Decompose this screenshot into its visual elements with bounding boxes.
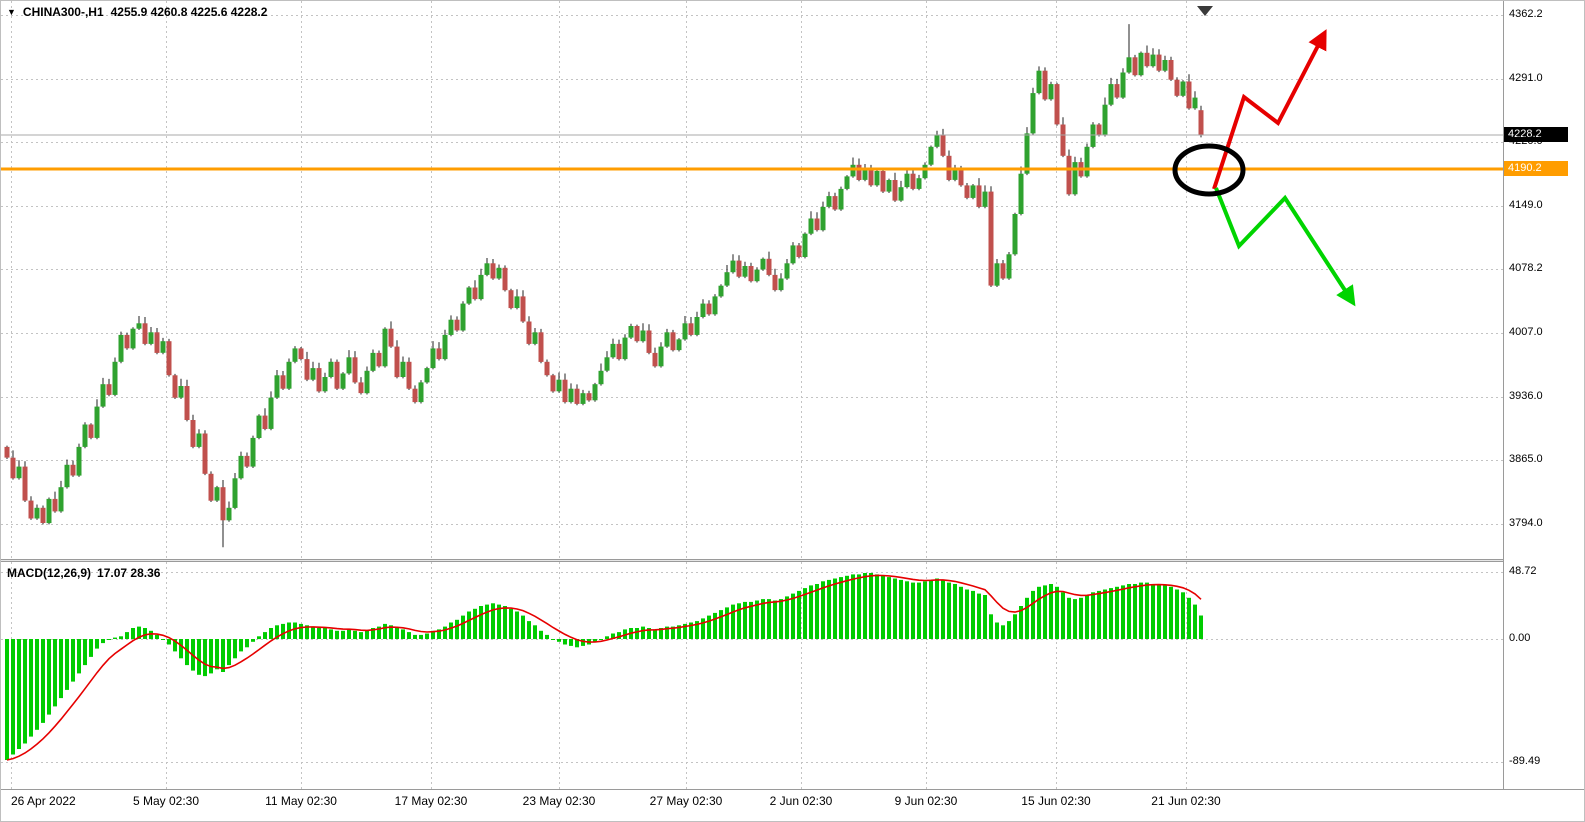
- price-chart-pane[interactable]: [1, 1, 1503, 559]
- macd-indicator-pane[interactable]: [1, 562, 1503, 789]
- time-axis-label: 26 Apr 2022: [11, 794, 76, 808]
- time-axis-label: 2 Jun 02:30: [769, 794, 833, 808]
- macd-signal-line: [6, 574, 1202, 761]
- price-tick-label: 4220.0: [1509, 135, 1543, 148]
- macd-canvas[interactable]: [1, 562, 1503, 789]
- candle-wicks: [6, 24, 1202, 548]
- red-arrow-annotation[interactable]: [1212, 29, 1327, 190]
- price-tick-label: 3865.0: [1509, 453, 1543, 466]
- price-tick-label: 3936.0: [1509, 389, 1543, 402]
- price-tick-label: 4078.2: [1509, 262, 1543, 275]
- chart-header: ▼ CHINA300-,H1 4255.9 4260.8 4225.6 4228…: [7, 5, 267, 19]
- time-axis-label: 23 May 02:30: [522, 794, 596, 808]
- macd-tick-label: 48.72: [1509, 565, 1537, 577]
- time-axis-label: 11 May 02:30: [265, 794, 337, 808]
- time-axis-label: 5 May 02:30: [132, 794, 200, 808]
- hline-price-badge: 4190.2: [1504, 161, 1568, 177]
- chart-shift-marker-icon[interactable]: [1197, 6, 1213, 16]
- price-tick-label: 4362.2: [1509, 8, 1543, 20]
- price-tick-label: 4291.0: [1509, 71, 1543, 84]
- macd-grid: [1, 562, 1503, 789]
- price-tick-label: 4149.0: [1509, 198, 1543, 211]
- symbol-timeframe-label: CHINA300-,H1: [22, 5, 104, 19]
- pane-splitter[interactable]: [1, 559, 1584, 562]
- green-arrow-annotation[interactable]: [1214, 187, 1356, 307]
- macd-values-label: 17.07 28.36: [97, 566, 161, 580]
- time-axis-label: 15 Jun 02:30: [1021, 794, 1091, 808]
- time-axis-label: 17 May 02:30: [394, 794, 468, 808]
- time-axis-label: 27 May 02:30: [649, 794, 723, 808]
- highlight-ellipse-annotation[interactable]: [1172, 143, 1246, 197]
- symbol-dropdown-icon[interactable]: ▼: [7, 7, 16, 17]
- macd-name-label: MACD(12,26,9): [7, 566, 92, 580]
- price-scale[interactable]: 4228.2 4190.2 4362.2 4291.0 4220.0 4149.0 40…: [1503, 1, 1584, 789]
- ohlc-values-label: 4255.9 4260.8 4225.6 4228.2: [110, 5, 268, 19]
- macd-histogram: [5, 573, 1203, 760]
- price-chart-canvas[interactable]: [1, 1, 1503, 559]
- time-axis-separator: [1, 789, 1584, 790]
- time-axis-label: 21 Jun 02:30: [1151, 794, 1221, 808]
- macd-indicator-label: MACD(12,26,9) 17.07 28.36: [7, 566, 166, 580]
- price-tick-label: 3794.0: [1509, 516, 1543, 529]
- candle-bodies: [4, 52, 1204, 524]
- time-axis[interactable]: 26 Apr 2022 5 May 02:30 11 May 02:30 17 May…: [1, 790, 1584, 821]
- macd-tick-label: 0.00: [1509, 632, 1531, 644]
- current-price-badge: 4228.2: [1504, 127, 1568, 143]
- macd-tick-label: -89.49: [1509, 755, 1541, 768]
- time-axis-label: 9 Jun 02:30: [894, 794, 958, 808]
- price-tick-label: 4007.0: [1509, 326, 1543, 339]
